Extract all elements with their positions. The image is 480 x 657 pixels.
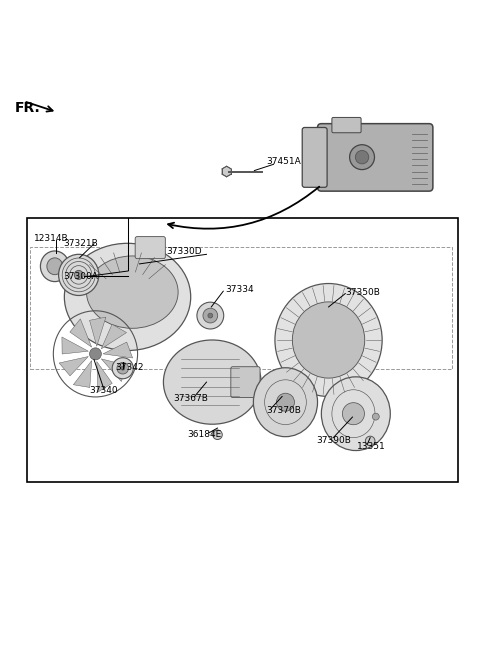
- Ellipse shape: [253, 368, 318, 437]
- Text: 37340: 37340: [89, 386, 118, 396]
- Polygon shape: [70, 319, 92, 347]
- Circle shape: [342, 403, 364, 424]
- FancyBboxPatch shape: [302, 127, 327, 187]
- Ellipse shape: [40, 251, 69, 282]
- Ellipse shape: [59, 254, 99, 296]
- FancyBboxPatch shape: [332, 118, 361, 133]
- Polygon shape: [62, 337, 88, 354]
- Ellipse shape: [292, 302, 365, 378]
- Ellipse shape: [90, 348, 101, 360]
- Polygon shape: [101, 325, 127, 349]
- FancyBboxPatch shape: [231, 367, 260, 397]
- Text: 37370B: 37370B: [266, 406, 301, 415]
- Ellipse shape: [322, 377, 390, 451]
- Polygon shape: [73, 361, 92, 388]
- Text: 37342: 37342: [116, 363, 144, 373]
- Bar: [30, 247, 452, 369]
- Polygon shape: [101, 359, 127, 382]
- Polygon shape: [90, 317, 106, 346]
- Text: 37350B: 37350B: [345, 288, 380, 296]
- Polygon shape: [97, 361, 112, 392]
- Polygon shape: [222, 166, 231, 177]
- FancyBboxPatch shape: [135, 237, 165, 259]
- Ellipse shape: [163, 340, 261, 424]
- Ellipse shape: [47, 258, 63, 275]
- Ellipse shape: [74, 271, 83, 279]
- Text: 36184E: 36184E: [187, 430, 222, 440]
- Circle shape: [208, 313, 213, 318]
- FancyBboxPatch shape: [318, 124, 433, 191]
- Circle shape: [365, 436, 375, 445]
- Text: 12314B: 12314B: [34, 234, 69, 243]
- Circle shape: [355, 150, 369, 164]
- Circle shape: [112, 357, 133, 378]
- Polygon shape: [59, 357, 88, 376]
- Circle shape: [213, 430, 222, 440]
- Text: 37321B: 37321B: [63, 238, 97, 248]
- Circle shape: [117, 363, 129, 374]
- Ellipse shape: [64, 243, 191, 351]
- Ellipse shape: [86, 256, 178, 328]
- Circle shape: [349, 145, 374, 170]
- Text: 37330D: 37330D: [166, 248, 202, 256]
- Text: 13351: 13351: [357, 442, 386, 451]
- Text: 37390B: 37390B: [317, 436, 351, 445]
- Circle shape: [372, 413, 379, 420]
- Text: FR.: FR.: [15, 101, 41, 115]
- Bar: [27, 218, 458, 482]
- Text: 37367B: 37367B: [173, 394, 208, 403]
- Circle shape: [197, 302, 224, 329]
- Text: 37300A: 37300A: [63, 272, 98, 281]
- Text: 37334: 37334: [226, 285, 254, 294]
- Polygon shape: [103, 342, 132, 358]
- Text: 37451A: 37451A: [266, 158, 301, 166]
- Ellipse shape: [275, 284, 382, 396]
- Circle shape: [276, 394, 294, 411]
- Circle shape: [121, 367, 125, 370]
- Circle shape: [203, 308, 218, 323]
